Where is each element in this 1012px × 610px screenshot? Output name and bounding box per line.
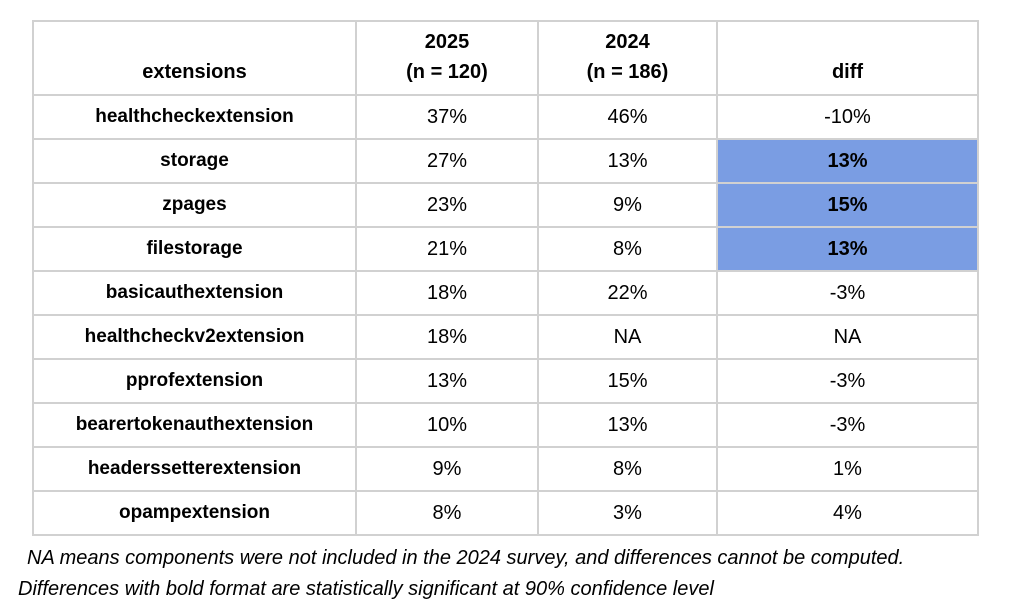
table-row: healthcheckextension 37% 46% -10% <box>32 94 979 140</box>
diff-cell: NA <box>716 314 979 360</box>
header-row: extensions 2025 (n = 120) 2024 (n = 186)… <box>32 20 979 96</box>
column-header-diff: diff <box>716 20 979 96</box>
footnote-significance-explanation: Differences with bold format are statist… <box>18 578 714 600</box>
column-header-2024-n: (n = 186) <box>586 61 669 83</box>
extension-name-cell: basicauthextension <box>32 270 357 316</box>
value-2025-cell: 23% <box>355 182 539 228</box>
diff-cell: 1% <box>716 446 979 492</box>
value-2024-cell: 13% <box>537 138 718 184</box>
diff-cell: 4% <box>716 490 979 536</box>
value-2024-cell: 8% <box>537 226 718 272</box>
extension-name-cell: opampextension <box>32 490 357 536</box>
table-body: healthcheckextension 37% 46% -10% storag… <box>32 94 979 536</box>
table-row: basicauthextension 18% 22% -3% <box>32 270 979 316</box>
column-header-2024: 2024 (n = 186) <box>537 20 718 96</box>
table-row: healthcheckv2extension 18% NA NA <box>32 314 979 360</box>
value-2025-cell: 21% <box>355 226 539 272</box>
extension-name-cell: headerssetterextension <box>32 446 357 492</box>
value-2025-cell: 18% <box>355 270 539 316</box>
value-2025-cell: 18% <box>355 314 539 360</box>
value-2024-cell: 22% <box>537 270 718 316</box>
column-header-2025-year: 2025 <box>424 31 470 53</box>
value-2024-cell: NA <box>537 314 718 360</box>
table-row: bearertokenauthextension 10% 13% -3% <box>32 402 979 448</box>
column-header-extensions: extensions <box>32 20 357 96</box>
diff-cell: 15% <box>716 182 979 228</box>
value-2024-cell: 13% <box>537 402 718 448</box>
extension-name-cell: storage <box>32 138 357 184</box>
footnote-na-explanation: NA means components were not included in… <box>27 547 905 569</box>
extension-name-cell: bearertokenauthextension <box>32 402 357 448</box>
table-row: zpages 23% 9% 15% <box>32 182 979 228</box>
value-2025-cell: 13% <box>355 358 539 404</box>
value-2024-cell: 9% <box>537 182 718 228</box>
column-header-extensions-label: extensions <box>142 61 247 83</box>
value-2024-cell: 15% <box>537 358 718 404</box>
extension-name-cell: zpages <box>32 182 357 228</box>
value-2024-cell: 8% <box>537 446 718 492</box>
column-header-2025-n: (n = 120) <box>406 61 488 83</box>
table-row: filestorage 21% 8% 13% <box>32 226 979 272</box>
diff-cell: 13% <box>716 138 979 184</box>
extension-name-cell: healthcheckv2extension <box>32 314 357 360</box>
extension-name-cell: pprofextension <box>32 358 357 404</box>
table-row: storage 27% 13% 13% <box>32 138 979 184</box>
diff-cell: -10% <box>716 94 979 140</box>
extensions-survey-table: extensions 2025 (n = 120) 2024 (n = 186)… <box>32 20 979 536</box>
column-header-diff-label: diff <box>831 61 864 83</box>
diff-cell: -3% <box>716 358 979 404</box>
extension-name-cell: filestorage <box>32 226 357 272</box>
value-2024-cell: 46% <box>537 94 718 140</box>
value-2025-cell: 10% <box>355 402 539 448</box>
footnotes: NA means components were not included in… <box>0 543 1012 605</box>
table-row: headerssetterextension 9% 8% 1% <box>32 446 979 492</box>
value-2025-cell: 9% <box>355 446 539 492</box>
value-2025-cell: 27% <box>355 138 539 184</box>
diff-cell: 13% <box>716 226 979 272</box>
table-row: pprofextension 13% 15% -3% <box>32 358 979 404</box>
diff-cell: -3% <box>716 270 979 316</box>
value-2025-cell: 8% <box>355 490 539 536</box>
diff-cell: -3% <box>716 402 979 448</box>
column-header-2025: 2025 (n = 120) <box>355 20 539 96</box>
table-row: opampextension 8% 3% 4% <box>32 490 979 536</box>
value-2024-cell: 3% <box>537 490 718 536</box>
column-header-2024-year: 2024 <box>605 31 650 53</box>
extension-name-cell: healthcheckextension <box>32 94 357 140</box>
table-header: extensions 2025 (n = 120) 2024 (n = 186)… <box>32 20 979 96</box>
value-2025-cell: 37% <box>355 94 539 140</box>
